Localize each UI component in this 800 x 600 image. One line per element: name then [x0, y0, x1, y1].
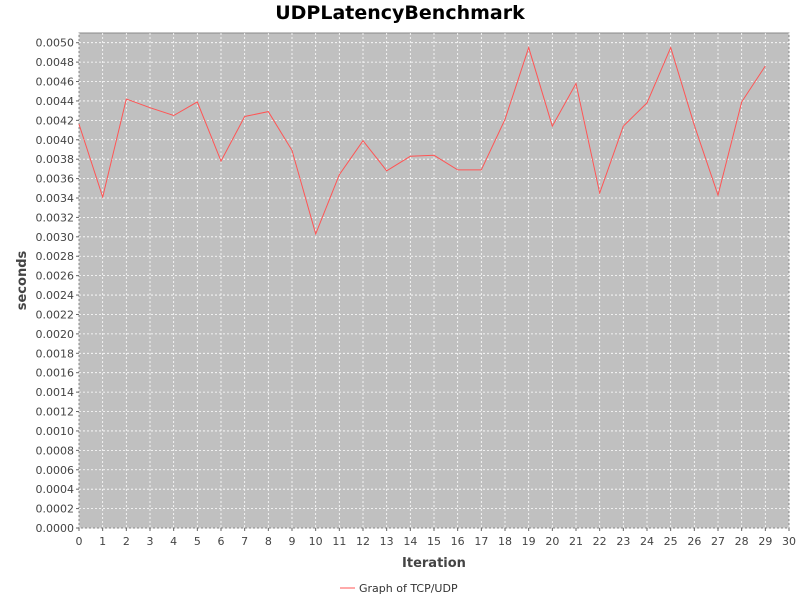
x-axis-label: Iteration — [402, 556, 466, 571]
x-tick-label: 8 — [265, 535, 272, 548]
y-tick-label: 0.0018 — [36, 347, 75, 360]
y-tick-label: 0.0048 — [36, 56, 75, 69]
y-tick-label: 0.0046 — [36, 76, 75, 89]
x-tick-label: 12 — [356, 535, 370, 548]
y-tick-label: 0.0008 — [36, 444, 75, 457]
x-tick-label: 28 — [735, 535, 749, 548]
x-tick-label: 18 — [498, 535, 512, 548]
y-tick-label: 0.0024 — [36, 289, 75, 302]
y-tick-label: 0.0004 — [36, 483, 75, 496]
x-tick-label: 22 — [593, 535, 607, 548]
y-tick-label: 0.0030 — [36, 231, 75, 244]
x-tick-label: 9 — [289, 535, 296, 548]
grid-lines — [78, 33, 790, 529]
x-tick-label: 14 — [403, 535, 417, 548]
y-tick-label: 0.0012 — [36, 406, 75, 419]
x-tick-label: 0 — [76, 535, 83, 548]
y-tick-label: 0.0028 — [36, 250, 75, 263]
x-tick-label: 21 — [569, 535, 583, 548]
x-tick-label: 11 — [332, 535, 346, 548]
y-tick-label: 0.0020 — [36, 328, 75, 341]
chart-title: UDPLatencyBenchmark — [275, 2, 525, 24]
y-tick-label: 0.0038 — [36, 153, 75, 166]
y-tick-label: 0.0016 — [36, 367, 75, 380]
y-tick-label: 0.0002 — [36, 503, 75, 516]
y-tick-label: 0.0042 — [36, 114, 75, 127]
x-tick-label: 24 — [640, 535, 654, 548]
legend-label: Graph of TCP/UDP — [359, 582, 458, 595]
x-tick-label: 5 — [194, 535, 201, 548]
x-tick-label: 17 — [474, 535, 488, 548]
y-tick-label: 0.0036 — [36, 173, 75, 186]
y-tick-label: 0.0010 — [36, 425, 75, 438]
x-tick-label: 7 — [241, 535, 248, 548]
y-tick-label: 0.0006 — [36, 464, 75, 477]
x-tick-label: 2 — [123, 535, 130, 548]
x-tick-label: 10 — [309, 535, 323, 548]
y-tick-label: 0.0000 — [36, 522, 75, 535]
x-tick-label: 25 — [664, 535, 678, 548]
y-tick-label: 0.0034 — [36, 192, 75, 205]
x-axis-ticks: 0 1 2 3 4 5 6 7 8 9 10 11 12 13 14 15 16 17 18 19 20 21 22 23 24… — [76, 528, 796, 548]
x-tick-label: 3 — [147, 535, 154, 548]
y-axis-label: seconds — [15, 250, 30, 310]
y-tick-label: 0.0040 — [36, 134, 75, 147]
y-tick-label: 0.0026 — [36, 270, 75, 283]
x-tick-label: 27 — [711, 535, 725, 548]
x-tick-label: 20 — [545, 535, 559, 548]
y-tick-label: 0.0032 — [36, 211, 75, 224]
series-line-graph-of-tcp-udp — [78, 45, 766, 236]
x-tick-label: 29 — [758, 535, 772, 548]
x-tick-label: 6 — [218, 535, 225, 548]
legend: Graph of TCP/UDP — [340, 582, 458, 595]
x-tick-label: 1 — [99, 535, 106, 548]
x-tick-label: 13 — [380, 535, 394, 548]
y-tick-label: 0.0050 — [36, 37, 75, 50]
x-tick-label: 19 — [522, 535, 536, 548]
x-tick-label: 4 — [170, 535, 177, 548]
x-tick-label: 23 — [616, 535, 630, 548]
y-tick-label: 0.0044 — [36, 95, 75, 108]
y-axis-ticks: 0.0000 0.0002 0.0004 0.0006 0.0008 0.0010 0.00… — [36, 37, 79, 535]
x-tick-label: 30 — [782, 535, 796, 548]
x-tick-label: 15 — [427, 535, 441, 548]
x-tick-label: 16 — [451, 535, 465, 548]
y-tick-label: 0.0014 — [36, 386, 75, 399]
y-tick-label: 0.0022 — [36, 308, 75, 321]
x-tick-label: 26 — [687, 535, 701, 548]
